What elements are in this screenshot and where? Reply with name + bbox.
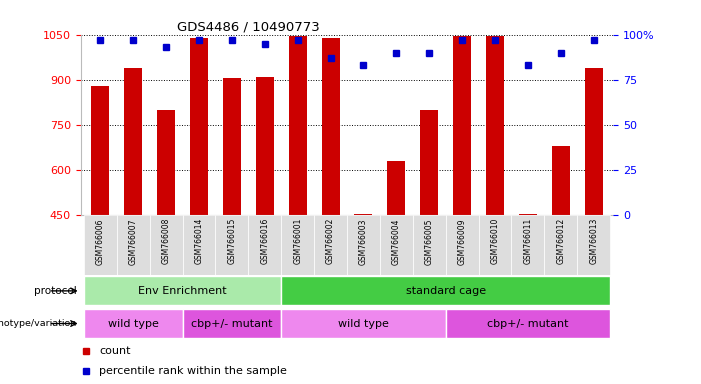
Text: GSM766001: GSM766001 [293,218,302,265]
FancyBboxPatch shape [84,309,182,338]
Bar [256,77,274,215]
FancyBboxPatch shape [215,215,248,275]
FancyBboxPatch shape [347,215,380,275]
Bar [223,78,241,215]
Bar [355,214,372,215]
Text: GSM766004: GSM766004 [392,218,401,265]
FancyBboxPatch shape [84,276,281,305]
Bar [552,146,570,215]
Text: protocol: protocol [34,286,77,296]
FancyBboxPatch shape [544,215,577,275]
Bar [420,110,438,215]
FancyBboxPatch shape [150,215,182,275]
FancyBboxPatch shape [281,215,314,275]
Text: GSM766006: GSM766006 [96,218,105,265]
FancyBboxPatch shape [446,309,610,338]
FancyBboxPatch shape [446,215,479,275]
Text: GSM766013: GSM766013 [589,218,598,265]
Text: GSM766003: GSM766003 [359,218,368,265]
FancyBboxPatch shape [248,215,281,275]
Bar [486,36,504,215]
Text: GSM766008: GSM766008 [162,218,170,265]
Text: genotype/variation: genotype/variation [0,319,77,328]
FancyBboxPatch shape [314,215,347,275]
FancyBboxPatch shape [577,215,610,275]
Text: cbp+/- mutant: cbp+/- mutant [191,318,273,329]
Bar [519,214,537,215]
FancyBboxPatch shape [281,309,446,338]
Text: GSM766002: GSM766002 [326,218,335,265]
Text: Env Enrichment: Env Enrichment [138,286,227,296]
Bar [453,36,471,215]
Text: GSM766016: GSM766016 [260,218,269,265]
Bar [124,68,142,215]
Bar [289,36,307,215]
Bar [387,161,405,215]
Text: GSM766005: GSM766005 [425,218,434,265]
Bar [585,68,603,215]
FancyBboxPatch shape [413,215,446,275]
FancyBboxPatch shape [182,215,215,275]
FancyBboxPatch shape [182,309,281,338]
Bar [322,38,339,215]
FancyBboxPatch shape [84,215,117,275]
FancyBboxPatch shape [479,215,512,275]
Bar [157,110,175,215]
Text: GSM766007: GSM766007 [129,218,137,265]
Text: GSM766011: GSM766011 [524,218,532,264]
FancyBboxPatch shape [380,215,413,275]
Text: GSM766009: GSM766009 [458,218,467,265]
Text: wild type: wild type [108,318,158,329]
Text: GSM766015: GSM766015 [227,218,236,265]
Text: GSM766012: GSM766012 [557,218,565,264]
Bar [91,86,109,215]
FancyBboxPatch shape [512,215,544,275]
Text: count: count [100,346,131,356]
Text: wild type: wild type [338,318,389,329]
Text: GSM766014: GSM766014 [194,218,203,265]
Text: cbp+/- mutant: cbp+/- mutant [487,318,569,329]
Text: standard cage: standard cage [406,286,486,296]
FancyBboxPatch shape [117,215,150,275]
Text: GDS4486 / 10490773: GDS4486 / 10490773 [177,20,319,33]
FancyBboxPatch shape [281,276,610,305]
Bar [190,38,208,215]
Text: percentile rank within the sample: percentile rank within the sample [100,366,287,376]
Text: GSM766010: GSM766010 [491,218,500,265]
